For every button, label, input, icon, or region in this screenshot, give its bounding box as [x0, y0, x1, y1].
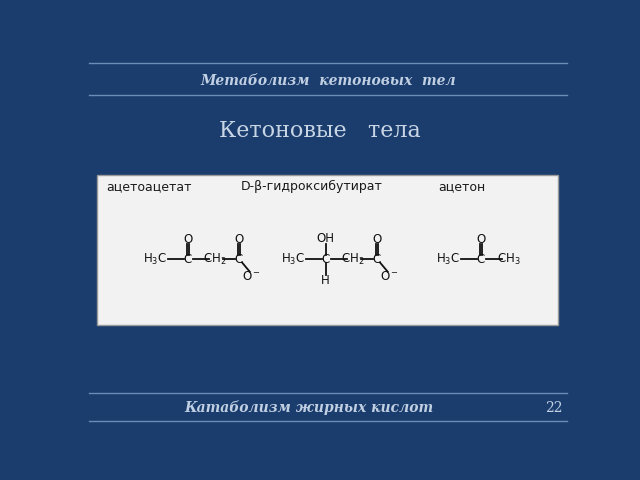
- Text: O: O: [183, 233, 193, 246]
- Text: H$_3$C: H$_3$C: [281, 252, 305, 267]
- Text: H$_3$C: H$_3$C: [143, 252, 167, 267]
- Text: CH$_2$: CH$_2$: [341, 252, 365, 267]
- Text: O: O: [372, 233, 381, 246]
- Text: D-β-гидроксибутират: D-β-гидроксибутират: [241, 180, 382, 193]
- Text: ацетон: ацетон: [438, 180, 485, 193]
- Text: Кетоновые   тела: Кетоновые тела: [220, 120, 421, 142]
- FancyBboxPatch shape: [97, 175, 558, 325]
- Text: O$^-$: O$^-$: [380, 270, 399, 283]
- Text: Метаболизм  кетоновых  тел: Метаболизм кетоновых тел: [200, 74, 456, 88]
- Text: CH$_3$: CH$_3$: [497, 252, 520, 267]
- Text: OH: OH: [317, 232, 335, 245]
- Text: C: C: [321, 253, 330, 266]
- Text: O: O: [234, 233, 243, 246]
- Text: C: C: [184, 253, 192, 266]
- Text: H$_3$C: H$_3$C: [436, 252, 460, 267]
- Text: C: C: [235, 253, 243, 266]
- Text: O: O: [476, 233, 485, 246]
- Text: ацетоацетат: ацетоацетат: [106, 180, 192, 193]
- Text: C: C: [477, 253, 485, 266]
- Text: CH$_2$: CH$_2$: [203, 252, 227, 267]
- Text: H: H: [321, 274, 330, 287]
- Text: O$^-$: O$^-$: [242, 270, 260, 283]
- Text: 22: 22: [545, 401, 563, 415]
- Text: C: C: [372, 253, 381, 266]
- Text: Катаболизм жирных кислот: Катаболизм жирных кислот: [184, 400, 433, 416]
